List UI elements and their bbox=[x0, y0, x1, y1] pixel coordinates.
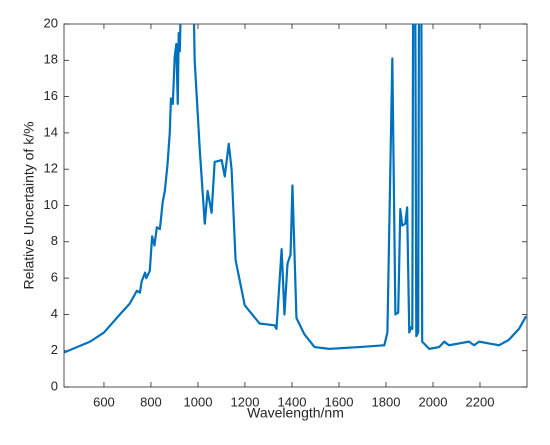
y-tick-label: 8 bbox=[51, 233, 58, 248]
data-line bbox=[64, 24, 527, 354]
x-tick-label: 2000 bbox=[419, 394, 448, 409]
y-tick-label: 0 bbox=[51, 378, 58, 393]
y-tick-label: 18 bbox=[44, 52, 58, 67]
x-tick-label: 2200 bbox=[466, 394, 495, 409]
y-tick-label: 20 bbox=[44, 15, 58, 30]
x-tick-label: 1200 bbox=[231, 394, 260, 409]
x-axis-label: Wavelength/nm bbox=[247, 405, 344, 421]
x-tick-label: 1000 bbox=[184, 394, 213, 409]
y-tick-label: 6 bbox=[51, 270, 58, 285]
x-tick-label: 1600 bbox=[325, 394, 354, 409]
y-axis-label: Relative Uncertainty of k/% bbox=[21, 121, 37, 289]
y-tick-label: 4 bbox=[51, 306, 58, 321]
x-tick-label: 1800 bbox=[372, 394, 401, 409]
x-tick-label: 1400 bbox=[278, 394, 307, 409]
y-tick-label: 14 bbox=[44, 124, 58, 139]
x-tick-label: 800 bbox=[140, 394, 162, 409]
y-tick-label: 16 bbox=[44, 88, 58, 103]
y-tick-label: 2 bbox=[51, 342, 58, 357]
y-tick-label: 10 bbox=[44, 197, 58, 212]
plot-frame bbox=[63, 23, 528, 388]
x-tick-label: 600 bbox=[93, 394, 115, 409]
y-tick-label: 12 bbox=[44, 161, 58, 176]
